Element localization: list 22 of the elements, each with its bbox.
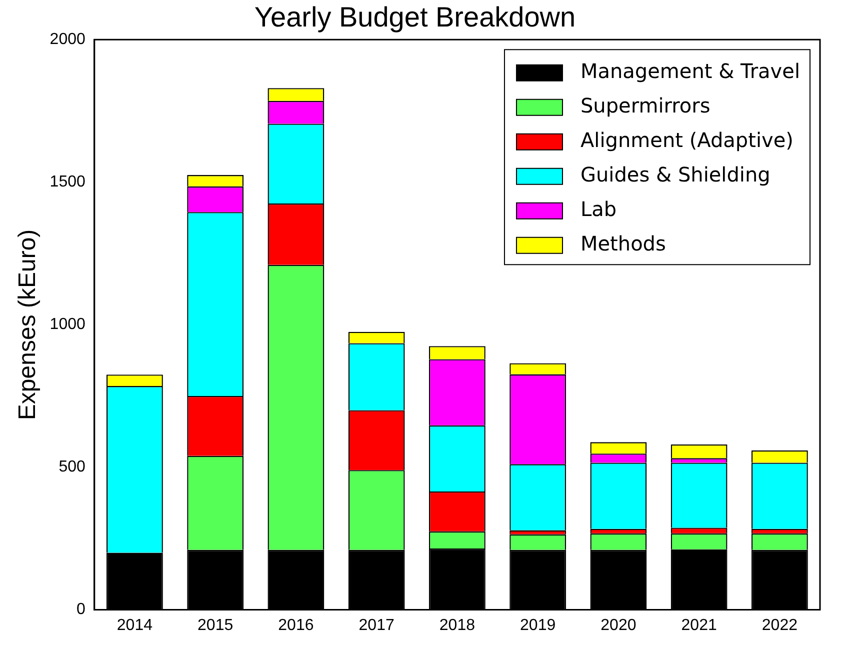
y-tick-label: 500: [58, 458, 86, 476]
x-tick-label: 2020: [600, 616, 636, 634]
x-tick-label: 2016: [278, 616, 314, 634]
legend-label: Methods: [580, 232, 666, 256]
chart-title: Yearly Budget Breakdown: [254, 2, 576, 33]
y-tick-label: 0: [76, 601, 86, 618]
x-tick-label: 2022: [762, 616, 798, 634]
y-tick-label: 2000: [50, 31, 86, 48]
x-tick-label: 2017: [358, 616, 394, 634]
y-axis-title: Expenses (kEuro): [14, 229, 42, 420]
x-tick-label: 2019: [520, 616, 556, 634]
y-tick-label: 1500: [50, 174, 86, 191]
y-tick-label: 1000: [50, 316, 86, 334]
x-tick-label: 2014: [116, 616, 153, 634]
x-tick-label: 2021: [681, 616, 717, 634]
x-tick-label: 2015: [198, 616, 234, 634]
legend-label: Guides & Shielding: [580, 162, 770, 187]
legend-label: Lab: [580, 197, 617, 222]
x-tick-label: 2018: [439, 616, 476, 634]
legend-label: Supermirrors: [580, 94, 710, 118]
legend-label: Alignment (Adaptive): [580, 128, 794, 152]
legend-label: Management & Travel: [580, 59, 800, 84]
